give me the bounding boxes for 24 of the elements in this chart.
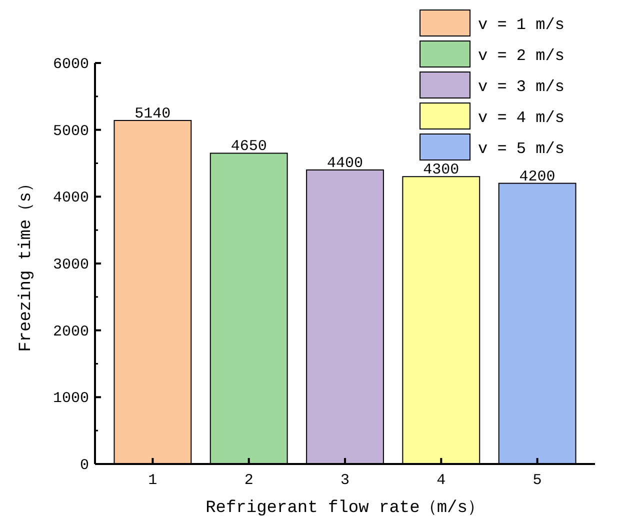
y-tick-label: 0 bbox=[80, 457, 89, 474]
legend-label: v = 4 m/s bbox=[478, 109, 564, 127]
x-axis-title: Refrigerant flow rate（m/s） bbox=[206, 499, 484, 518]
y-tick-label: 1000 bbox=[52, 390, 89, 408]
x-tick-label: 1 bbox=[148, 472, 158, 489]
data-label: 4650 bbox=[230, 138, 267, 156]
y-tick-label: 3000 bbox=[52, 256, 89, 274]
y-tick-label: 5000 bbox=[52, 122, 89, 140]
legend-label: v = 2 m/s bbox=[478, 47, 564, 65]
data-label: 4400 bbox=[326, 154, 364, 172]
y-tick-label: 6000 bbox=[52, 56, 89, 73]
data-label: 4300 bbox=[423, 162, 460, 179]
legend-label: v = 3 m/s bbox=[478, 78, 564, 96]
x-tick-label: 2 bbox=[244, 472, 254, 489]
legend-label: v = 5 m/s bbox=[478, 140, 564, 158]
x-tick-label: 3 bbox=[340, 472, 350, 489]
y-tick-label: 4000 bbox=[52, 190, 89, 207]
data-label: 5140 bbox=[134, 105, 171, 122]
y-tick-label: 2000 bbox=[52, 323, 89, 340]
x-tick-label: 4 bbox=[436, 472, 446, 489]
x-tick-label: 5 bbox=[532, 472, 542, 489]
data-label: 4200 bbox=[519, 168, 556, 186]
legend-label: v = 1 m/s bbox=[478, 16, 564, 34]
y-axis-title: Freezing time（s） bbox=[17, 175, 36, 352]
